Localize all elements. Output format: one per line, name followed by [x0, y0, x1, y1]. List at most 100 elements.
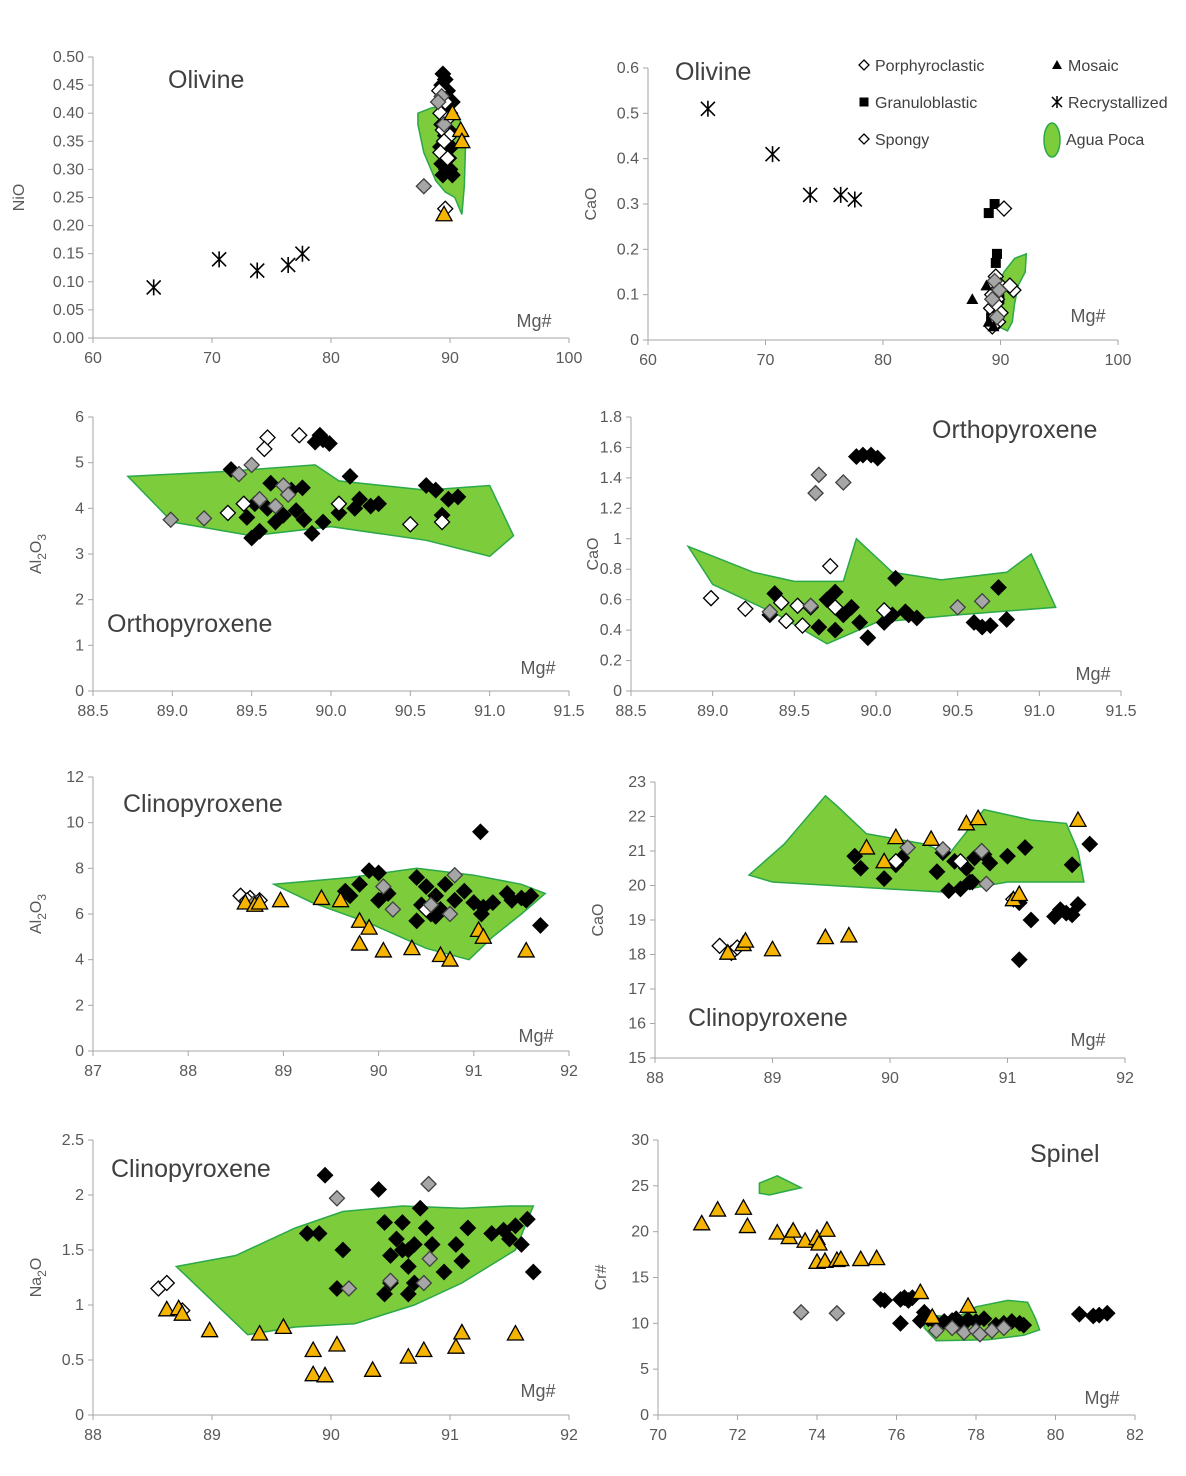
data-point	[422, 896, 440, 914]
legend-diamond-icon	[858, 59, 870, 71]
data-point	[847, 191, 863, 208]
data-point	[350, 911, 369, 928]
data-point	[484, 894, 502, 912]
data-point	[415, 177, 433, 195]
x-tick-label: 91.0	[1024, 703, 1055, 720]
x-tick-label: 90	[370, 1063, 388, 1080]
data-point	[952, 852, 969, 870]
data-point	[922, 829, 941, 846]
data-point	[501, 1230, 518, 1248]
x-tick-label: 92	[1116, 1070, 1134, 1087]
legend-asterisk-icon	[1051, 96, 1063, 108]
data-point	[417, 878, 435, 896]
x-tick-label: 89.0	[697, 703, 728, 720]
data-point	[433, 513, 451, 531]
legend-diamond-icon	[858, 133, 870, 145]
y-tick-label: 5	[640, 1361, 649, 1378]
y-tick-label: 0.1	[617, 287, 639, 304]
data-point	[384, 901, 402, 918]
data-point	[1015, 1316, 1033, 1334]
data-point	[990, 257, 1001, 268]
data-point	[875, 870, 893, 888]
x-tick-label: 92	[560, 1427, 578, 1444]
data-point	[802, 186, 818, 203]
data-point	[363, 1360, 382, 1377]
x-tick-label: 82	[1126, 1427, 1144, 1444]
y-tick-label: 5	[75, 455, 84, 472]
data-point	[847, 448, 865, 465]
data-point	[388, 1230, 405, 1248]
data-point	[359, 918, 379, 935]
x-axis-label: Mg#	[516, 311, 551, 331]
data-point	[443, 103, 462, 121]
panel-title: Olivine	[675, 58, 751, 86]
data-point	[777, 612, 795, 630]
y-axis-label: NiO	[11, 184, 28, 212]
data-point	[374, 878, 392, 896]
data-point	[892, 1314, 909, 1332]
data-point	[532, 916, 549, 934]
y-axis-label-part: 2	[35, 1270, 49, 1277]
legend-square-icon	[859, 97, 869, 107]
chart-panel-8: 0 5 10 15 20 25 30 70 72 74 76 78 80 82 Cr# Mg# Spinel	[593, 1132, 1144, 1444]
y-axis-label: CaO	[585, 538, 602, 571]
data-point	[316, 1166, 334, 1184]
y-tick-label: 0.6	[600, 592, 622, 609]
data-point	[815, 1251, 835, 1269]
data-point	[810, 618, 828, 636]
x-tick-label: 90.5	[395, 703, 426, 720]
data-point	[157, 1300, 176, 1317]
x-axis-label: Mg#	[1084, 1388, 1119, 1408]
data-point	[990, 579, 1007, 596]
data-point	[887, 852, 905, 870]
data-point	[900, 606, 918, 624]
chart-panel-2: 0 0.1 0.2 0.3 0.4 0.5 0.6 60 70 80 90 100 CaO Mg# Oliv…	[583, 58, 1131, 369]
data-point	[370, 495, 388, 513]
data-point	[999, 847, 1016, 865]
y-tick-label: 2	[75, 592, 84, 609]
y-tick-label: 0.30	[53, 161, 84, 178]
data-point	[200, 1320, 219, 1338]
y-tick-label: 0.4	[617, 151, 639, 168]
data-point	[886, 827, 905, 845]
data-point	[472, 823, 489, 841]
y-axis-label: CaO	[590, 904, 607, 937]
data-point	[346, 499, 364, 517]
data-point	[211, 251, 227, 268]
y-tick-label: 8	[75, 860, 84, 877]
y-tick-label: 0.5	[62, 1352, 84, 1369]
y-axis-label-part: 3	[35, 894, 49, 901]
data-point	[274, 1317, 293, 1335]
legend-label-spongy: Spongy	[875, 132, 929, 149]
data-point	[370, 1181, 388, 1198]
data-point	[162, 511, 180, 529]
data-point	[943, 1319, 961, 1337]
data-point	[294, 245, 311, 262]
x-tick-label: 88	[179, 1063, 197, 1080]
y-tick-label: 2	[75, 997, 84, 1014]
data-point	[236, 893, 255, 910]
data-point	[449, 488, 467, 506]
data-point	[821, 557, 839, 575]
y-tick-label: 0.05	[53, 302, 84, 319]
data-point	[991, 248, 1002, 259]
chart-panel-6: 15 16 17 18 19 20 21 22 23 88 89 90 91 92 CaO Mg# Clinop…	[590, 774, 1134, 1087]
data-point	[851, 1249, 870, 1267]
x-axis-label: Mg#	[520, 658, 555, 678]
series-spongy	[219, 426, 451, 533]
data-point	[989, 199, 1000, 209]
x-tick-label: 90	[441, 350, 459, 367]
data-point	[768, 1223, 787, 1240]
data-point	[415, 1274, 433, 1292]
x-tick-label: 87	[84, 1063, 102, 1080]
y-tick-label: 1.5	[62, 1242, 84, 1259]
data-point	[852, 859, 870, 877]
data-point	[711, 937, 729, 955]
data-point	[772, 594, 790, 612]
data-point	[314, 513, 332, 531]
y-tick-label: 10	[66, 815, 84, 832]
data-point	[524, 1263, 542, 1281]
data-point	[700, 100, 716, 117]
panel-title: Orthopyroxene	[932, 416, 1097, 444]
series-agua-poca	[718, 808, 1088, 960]
